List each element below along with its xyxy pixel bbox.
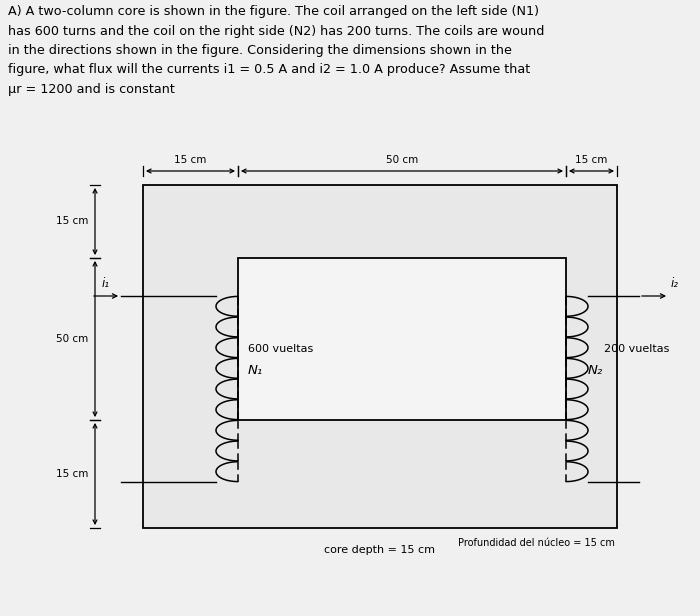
Text: 15 cm: 15 cm [55,469,88,479]
Text: μr = 1200 and is constant: μr = 1200 and is constant [8,83,175,96]
Text: N₂: N₂ [588,364,603,377]
Text: N₁: N₁ [248,364,263,377]
Text: i₁: i₁ [102,277,110,290]
Text: A) A two-column core is shown in the figure. The coil arranged on the left side : A) A two-column core is shown in the fig… [8,5,539,18]
Text: 200 vueltas: 200 vueltas [604,344,669,354]
Text: 50 cm: 50 cm [56,334,88,344]
Text: 50 cm: 50 cm [386,155,418,165]
Text: i₂: i₂ [671,277,679,290]
Text: 600 vueltas: 600 vueltas [248,344,314,354]
Text: has 600 turns and the coil on the right side (N2) has 200 turns. The coils are w: has 600 turns and the coil on the right … [8,25,545,38]
Text: 15 cm: 15 cm [575,155,608,165]
Text: 15 cm: 15 cm [174,155,206,165]
Text: in the directions shown in the figure. Considering the dimensions shown in the: in the directions shown in the figure. C… [8,44,512,57]
Text: core depth = 15 cm: core depth = 15 cm [325,545,435,555]
Bar [143,185,617,528]
Bar [238,258,566,420]
Text: Profundidad del núcleo = 15 cm: Profundidad del núcleo = 15 cm [458,538,615,548]
Text: 15 cm: 15 cm [55,216,88,227]
Text: figure, what flux will the currents i1 = 0.5 A and i2 = 1.0 A produce? Assume th: figure, what flux will the currents i1 =… [8,63,531,76]
